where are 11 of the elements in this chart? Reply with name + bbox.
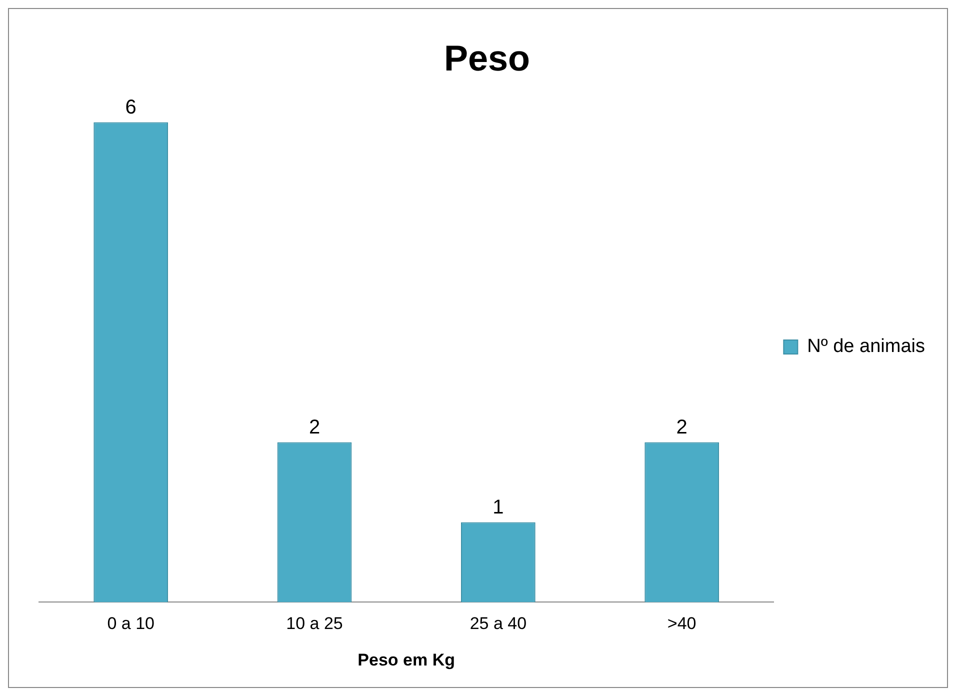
x-tick-label: 10 a 25 <box>286 614 343 634</box>
data-label: 1 <box>492 496 504 519</box>
x-tick-label: 0 a 10 <box>107 614 154 634</box>
data-label: 2 <box>308 416 320 439</box>
legend-label: Nº de animais <box>807 336 926 358</box>
data-label: 2 <box>676 416 688 439</box>
chart-title: Peso <box>444 38 530 79</box>
x-axis-title: Peso em Kg <box>358 650 455 670</box>
x-tick-label: >40 <box>667 614 696 634</box>
data-label: 6 <box>125 96 136 119</box>
x-tick-label: 25 a 40 <box>470 614 527 634</box>
